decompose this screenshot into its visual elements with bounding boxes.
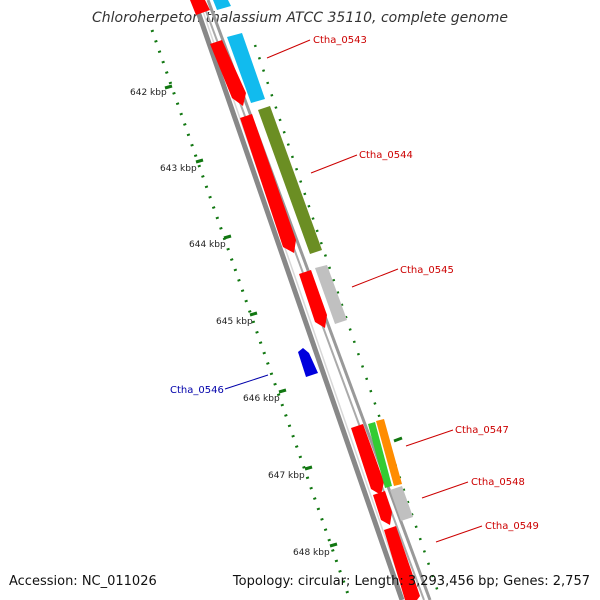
cds-feature-ctha-0548[interactable] <box>390 486 413 521</box>
scale-label: 642 kbp <box>130 88 167 98</box>
gene-arrow-ctha-0549[interactable] <box>384 526 420 600</box>
minor-tick-track <box>150 29 352 600</box>
major-tick <box>329 542 338 548</box>
cds-feature-ctha-0547b[interactable] <box>376 419 402 486</box>
scale-labels: 642 kbp 643 kbp 644 kbp 645 kbp 646 kbp … <box>130 88 330 558</box>
cds-feature-ctha-0544[interactable] <box>258 106 322 254</box>
major-tick <box>393 436 403 443</box>
major-tick <box>223 234 232 240</box>
gene-arrow-ctha-0546[interactable] <box>298 348 318 377</box>
gene-label-ctha-0548[interactable]: Ctha_0548 <box>471 477 525 488</box>
gene-arrow-partial <box>190 0 210 15</box>
gene-label-ctha-0547[interactable]: Ctha_0547 <box>455 425 509 436</box>
gene-arrow-ctha-0548[interactable] <box>373 491 392 525</box>
gene-arrow-ctha-0545[interactable] <box>299 270 327 328</box>
major-ticks <box>164 84 403 548</box>
scale-label: 646 kbp <box>243 394 280 404</box>
gene-label-ctha-0543[interactable]: Ctha_0543 <box>313 35 367 46</box>
major-tick <box>278 388 287 394</box>
major-tick <box>249 311 258 317</box>
major-tick <box>195 158 204 164</box>
genome-summary-text: Topology: circular; Length: 3,293,456 bp… <box>232 574 590 589</box>
gene-arrow-ctha-0544[interactable] <box>240 114 296 253</box>
leader-line <box>310 154 358 174</box>
leader-line <box>266 39 311 59</box>
scale-label: 648 kbp <box>293 548 330 558</box>
gene-label-ctha-0544[interactable]: Ctha_0544 <box>359 150 413 161</box>
cds-feature-partial <box>213 0 231 10</box>
cds-feature-ctha-0545[interactable] <box>315 265 347 324</box>
gene-label-ctha-0549[interactable]: Ctha_0549 <box>485 521 539 532</box>
gene-label-ctha-0546[interactable]: Ctha_0546 <box>170 385 224 396</box>
gene-arrow-ctha-0543[interactable] <box>210 40 246 106</box>
label-leaders <box>224 39 483 543</box>
cds-feature-ctha-0543[interactable] <box>227 33 265 103</box>
accession-text: Accession: NC_011026 <box>9 574 157 589</box>
leader-line <box>351 268 399 288</box>
scale-label: 645 kbp <box>216 317 253 327</box>
scale-label: 644 kbp <box>189 240 226 250</box>
gene-labels: Ctha_0543 Ctha_0544 Ctha_0545 Ctha_0546 … <box>170 35 539 532</box>
leader-line <box>405 429 454 447</box>
leader-line <box>224 374 269 390</box>
cds-feature-ctha-0547[interactable] <box>368 422 392 488</box>
scale-label: 647 kbp <box>268 471 305 481</box>
major-tick <box>164 84 173 90</box>
scale-label: 643 kbp <box>160 164 197 174</box>
gene-arrow-ctha-0547[interactable] <box>351 424 384 495</box>
leader-line <box>421 481 469 499</box>
major-tick <box>304 465 313 471</box>
leader-line <box>435 525 483 543</box>
gene-label-ctha-0545[interactable]: Ctha_0545 <box>400 265 454 276</box>
